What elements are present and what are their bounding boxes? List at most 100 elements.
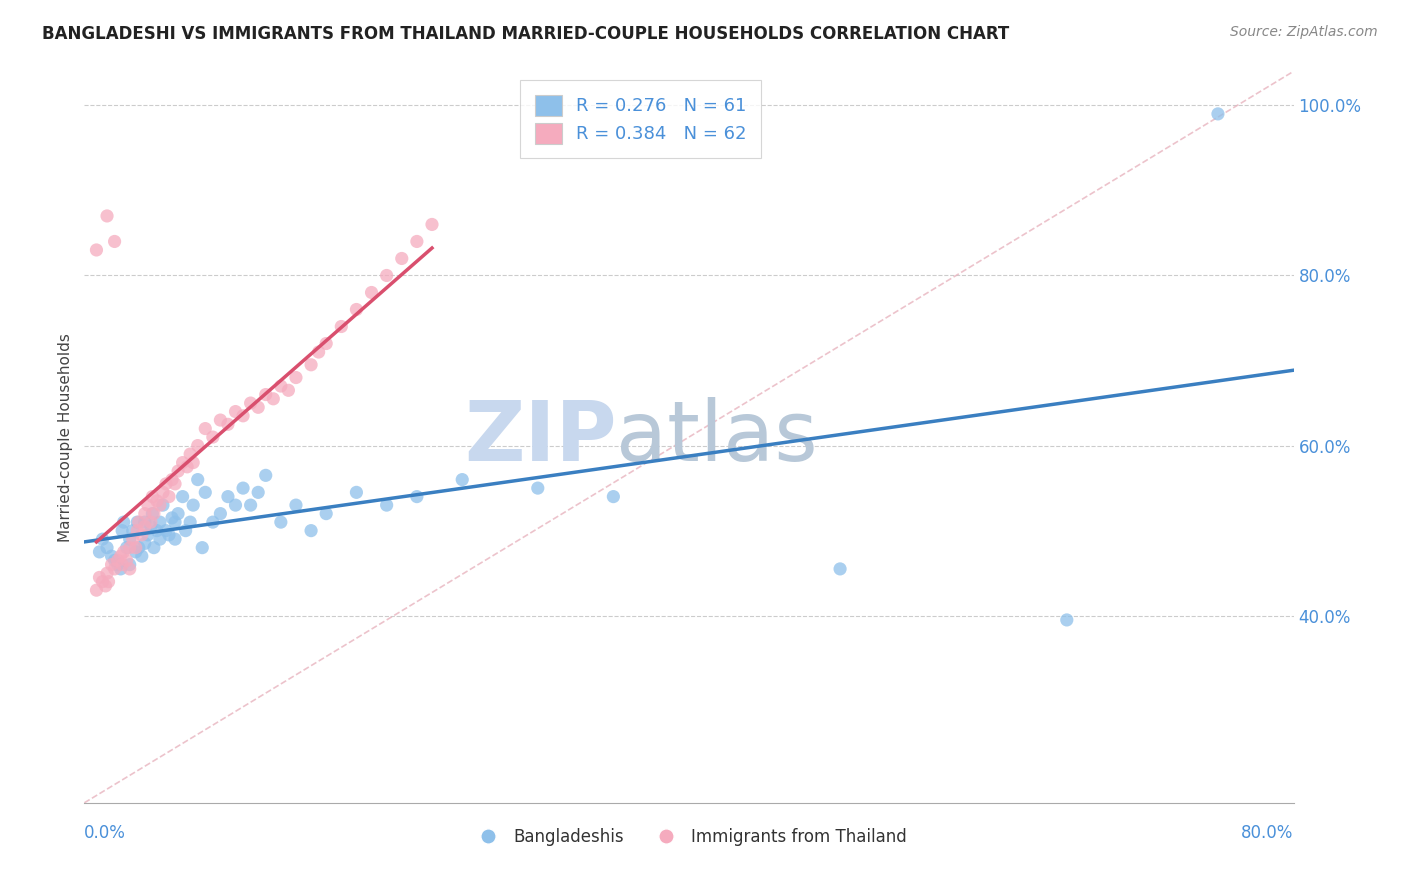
Point	[201, 515, 224, 529]
Text: 0.0%: 0.0%	[84, 823, 127, 841]
Point	[315, 336, 337, 351]
Point	[131, 549, 153, 563]
Point	[299, 358, 322, 372]
Point	[239, 498, 262, 512]
Point	[360, 285, 382, 300]
Point	[118, 532, 141, 546]
Point	[107, 558, 129, 572]
Point	[217, 417, 239, 432]
Point	[1056, 613, 1078, 627]
Point	[128, 515, 150, 529]
Point	[142, 507, 165, 521]
Point	[406, 490, 429, 504]
Point	[830, 562, 852, 576]
Point	[181, 498, 204, 512]
Point	[127, 524, 149, 538]
Point	[194, 421, 217, 435]
Point	[179, 447, 201, 461]
Point	[107, 553, 129, 567]
Point	[127, 515, 149, 529]
Point	[110, 549, 132, 563]
Point	[247, 401, 270, 415]
Point	[451, 473, 474, 487]
Point	[94, 579, 117, 593]
Point	[160, 473, 183, 487]
Point	[194, 485, 217, 500]
Point	[187, 439, 209, 453]
Point	[174, 524, 197, 538]
Point	[330, 319, 353, 334]
Point	[112, 545, 135, 559]
Point	[201, 430, 224, 444]
Point	[217, 490, 239, 504]
Point	[225, 498, 247, 512]
Point	[128, 541, 150, 555]
Point	[141, 490, 163, 504]
Point	[191, 541, 214, 555]
Point	[121, 524, 143, 538]
Point	[187, 473, 209, 487]
Point	[104, 235, 127, 249]
Point	[165, 532, 187, 546]
Point	[270, 379, 292, 393]
Point	[146, 494, 169, 508]
Point	[149, 532, 172, 546]
Point	[181, 456, 204, 470]
Point	[125, 545, 148, 559]
Point	[152, 485, 174, 500]
Point	[285, 498, 308, 512]
Point	[232, 481, 254, 495]
Point	[142, 541, 165, 555]
Point	[136, 528, 159, 542]
Point	[118, 558, 141, 572]
Point	[134, 515, 156, 529]
Point	[121, 532, 143, 546]
Point	[134, 536, 156, 550]
Point	[155, 524, 177, 538]
Point	[91, 574, 114, 589]
Point	[111, 558, 134, 572]
Point	[152, 498, 174, 512]
Point	[232, 409, 254, 423]
Point	[179, 515, 201, 529]
Point	[262, 392, 284, 406]
Point	[167, 507, 190, 521]
Point	[299, 524, 322, 538]
Point	[134, 519, 156, 533]
Point	[118, 562, 141, 576]
Point	[96, 209, 118, 223]
Point	[131, 528, 153, 542]
Point	[527, 481, 550, 495]
Point	[160, 511, 183, 525]
Point	[146, 524, 169, 538]
Point	[97, 574, 120, 589]
Text: BANGLADESHI VS IMMIGRANTS FROM THAILAND MARRIED-COUPLE HOUSEHOLDS CORRELATION CH: BANGLADESHI VS IMMIGRANTS FROM THAILAND …	[42, 25, 1010, 43]
Point	[118, 541, 141, 555]
Point	[100, 558, 122, 572]
Legend: Bangladeshis, Immigrants from Thailand: Bangladeshis, Immigrants from Thailand	[465, 822, 912, 853]
Point	[239, 396, 262, 410]
Point	[315, 507, 337, 521]
Point	[165, 515, 187, 529]
Point	[112, 515, 135, 529]
Point	[100, 549, 122, 563]
Point	[139, 519, 162, 533]
Point	[375, 498, 398, 512]
Point	[125, 541, 148, 555]
Point	[346, 485, 368, 500]
Point	[209, 413, 232, 427]
Point	[86, 583, 108, 598]
Point	[89, 545, 111, 559]
Point	[346, 302, 368, 317]
Point	[111, 524, 134, 538]
Point	[115, 553, 138, 567]
Point	[420, 218, 443, 232]
Point	[277, 384, 299, 398]
Point	[176, 459, 198, 474]
Text: Source: ZipAtlas.com: Source: ZipAtlas.com	[1230, 25, 1378, 39]
Point	[155, 476, 177, 491]
Point	[270, 515, 292, 529]
Text: atlas: atlas	[616, 397, 818, 477]
Point	[254, 387, 277, 401]
Point	[139, 515, 162, 529]
